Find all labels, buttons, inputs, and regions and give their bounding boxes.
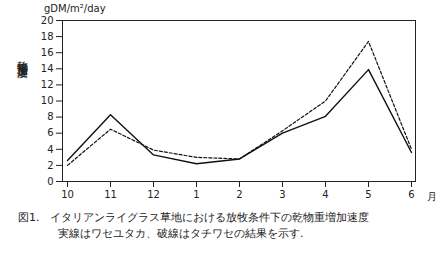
svg-text:18: 18 — [41, 31, 54, 42]
html-text:図1. イタリアンライグラス草地における放牧条件下の乾物重増: 図1. イタリアンライグラス草地における放牧条件下の乾物重増加速度 — [18, 211, 370, 224]
svg-text:20: 20 — [41, 15, 54, 26]
svg-text:12: 12 — [147, 189, 160, 200]
svg-text:8: 8 — [47, 111, 53, 122]
svg-text:5: 5 — [365, 189, 371, 200]
svg-text:6: 6 — [408, 189, 414, 200]
svg-text:3: 3 — [279, 189, 285, 200]
html-text:gDM/m²/day: gDM/m²/day — [44, 3, 106, 14]
svg-text:6: 6 — [47, 127, 53, 138]
svg-text:4: 4 — [47, 144, 53, 155]
svg-text:0: 0 — [47, 176, 53, 187]
svg-text:2: 2 — [47, 160, 53, 171]
svg-text:14: 14 — [41, 63, 54, 74]
svg-text:16: 16 — [41, 47, 54, 58]
svg-text:4: 4 — [322, 189, 328, 200]
html-text:実線はワセユタカ、破線はタチワセの結果を示す.: 実線はワセユタカ、破線はタチワセの結果を示す. — [58, 227, 304, 240]
svg-text:10: 10 — [41, 95, 54, 106]
svg-text:2: 2 — [236, 189, 242, 200]
svg-text:11: 11 — [104, 189, 117, 200]
html-text:乾物重増加速度: 乾物重増加速度 — [16, 52, 29, 59]
svg-text:1: 1 — [193, 189, 199, 200]
svg-text:月: 月 — [427, 191, 437, 202]
svg-text:10: 10 — [61, 189, 74, 200]
svg-text:12: 12 — [41, 79, 54, 90]
